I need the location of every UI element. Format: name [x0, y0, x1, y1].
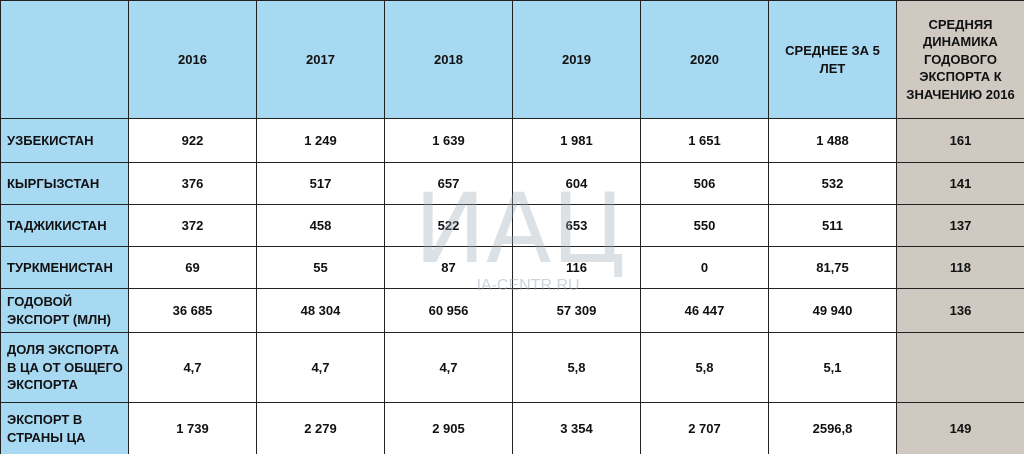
- header-row: 2016 2017 2018 2019 2020 СРЕДНЕЕ ЗА 5 ЛЕТ СРЕД…: [0, 0, 1024, 119]
- column-header: 2018: [384, 0, 513, 119]
- cell: 141: [896, 162, 1024, 205]
- cell: 55: [256, 246, 385, 289]
- row-header: УЗБЕКИСТАН: [0, 118, 129, 163]
- row-header: ТАДЖИКИСТАН: [0, 204, 129, 247]
- cell: 4,7: [128, 332, 257, 403]
- cell: 532: [768, 162, 897, 205]
- table-row: ТАДЖИКИСТАН 372 458 522 653 550 511 137: [0, 204, 1024, 247]
- row-header: ЭКСПОРТ В СТРАНЫ ЦА: [0, 402, 129, 454]
- cell: 4,7: [256, 332, 385, 403]
- cell: 46 447: [640, 288, 769, 333]
- cell: 2596,8: [768, 402, 897, 454]
- row-header: ГОДОВОЙ ЭКСПОРТ (МЛН): [0, 288, 129, 333]
- cell: 2 707: [640, 402, 769, 454]
- cell: 81,75: [768, 246, 897, 289]
- row-header: КЫРГЫЗСТАН: [0, 162, 129, 205]
- cell: 604: [512, 162, 641, 205]
- cell: 0: [640, 246, 769, 289]
- cell: 118: [896, 246, 1024, 289]
- cell: 506: [640, 162, 769, 205]
- cell: 1 488: [768, 118, 897, 163]
- column-header: 2016: [128, 0, 257, 119]
- cell: 149: [896, 402, 1024, 454]
- cell: 36 685: [128, 288, 257, 333]
- cell: 161: [896, 118, 1024, 163]
- cell: 653: [512, 204, 641, 247]
- table-row: ГОДОВОЙ ЭКСПОРТ (МЛН) 36 685 48 304 60 956 5…: [0, 288, 1024, 333]
- table-row: ТУРКМЕНИСТАН 69 55 87 116 0 81,75 118: [0, 246, 1024, 289]
- cell: 5,8: [640, 332, 769, 403]
- table-row: ЭКСПОРТ В СТРАНЫ ЦА 1 739 2 279 2 905 3 354 2…: [0, 402, 1024, 454]
- cell: 3 354: [512, 402, 641, 454]
- corner-cell: [0, 0, 129, 119]
- cell: 1 981: [512, 118, 641, 163]
- cell: 1 249: [256, 118, 385, 163]
- cell: 69: [128, 246, 257, 289]
- column-header: СРЕДНЕЕ ЗА 5 ЛЕТ: [768, 0, 897, 119]
- column-header: 2019: [512, 0, 641, 119]
- cell: 1 639: [384, 118, 513, 163]
- cell: 657: [384, 162, 513, 205]
- table-row: КЫРГЫЗСТАН 376 517 657 604 506 532 141: [0, 162, 1024, 205]
- row-header: ДОЛЯ ЭКСПОРТА В ЦА ОТ ОБЩЕГО ЭКСПОРТА: [0, 332, 129, 403]
- cell: 2 279: [256, 402, 385, 454]
- cell: 1 651: [640, 118, 769, 163]
- cell: 116: [512, 246, 641, 289]
- cell: 60 956: [384, 288, 513, 333]
- cell: 522: [384, 204, 513, 247]
- cell: 48 304: [256, 288, 385, 333]
- table-row: ДОЛЯ ЭКСПОРТА В ЦА ОТ ОБЩЕГО ЭКСПОРТА 4,7…: [0, 332, 1024, 403]
- cell: 922: [128, 118, 257, 163]
- row-header: ТУРКМЕНИСТАН: [0, 246, 129, 289]
- cell: 372: [128, 204, 257, 247]
- cell: 511: [768, 204, 897, 247]
- cell: 1 739: [128, 402, 257, 454]
- cell: [896, 332, 1024, 403]
- cell: 2 905: [384, 402, 513, 454]
- table-row: УЗБЕКИСТАН 922 1 249 1 639 1 981 1 651 1 488 16…: [0, 118, 1024, 163]
- cell: 5,8: [512, 332, 641, 403]
- cell: 458: [256, 204, 385, 247]
- cell: 87: [384, 246, 513, 289]
- column-header: 2017: [256, 0, 385, 119]
- cell: 137: [896, 204, 1024, 247]
- cell: 517: [256, 162, 385, 205]
- cell: 376: [128, 162, 257, 205]
- cell: 136: [896, 288, 1024, 333]
- column-header: 2020: [640, 0, 769, 119]
- cell: 550: [640, 204, 769, 247]
- column-header: СРЕДНЯЯ ДИНАМИКА ГОДОВОГО ЭКСПОРТА К ЗНА…: [896, 0, 1024, 119]
- cell: 4,7: [384, 332, 513, 403]
- cell: 49 940: [768, 288, 897, 333]
- cell: 57 309: [512, 288, 641, 333]
- cell: 5,1: [768, 332, 897, 403]
